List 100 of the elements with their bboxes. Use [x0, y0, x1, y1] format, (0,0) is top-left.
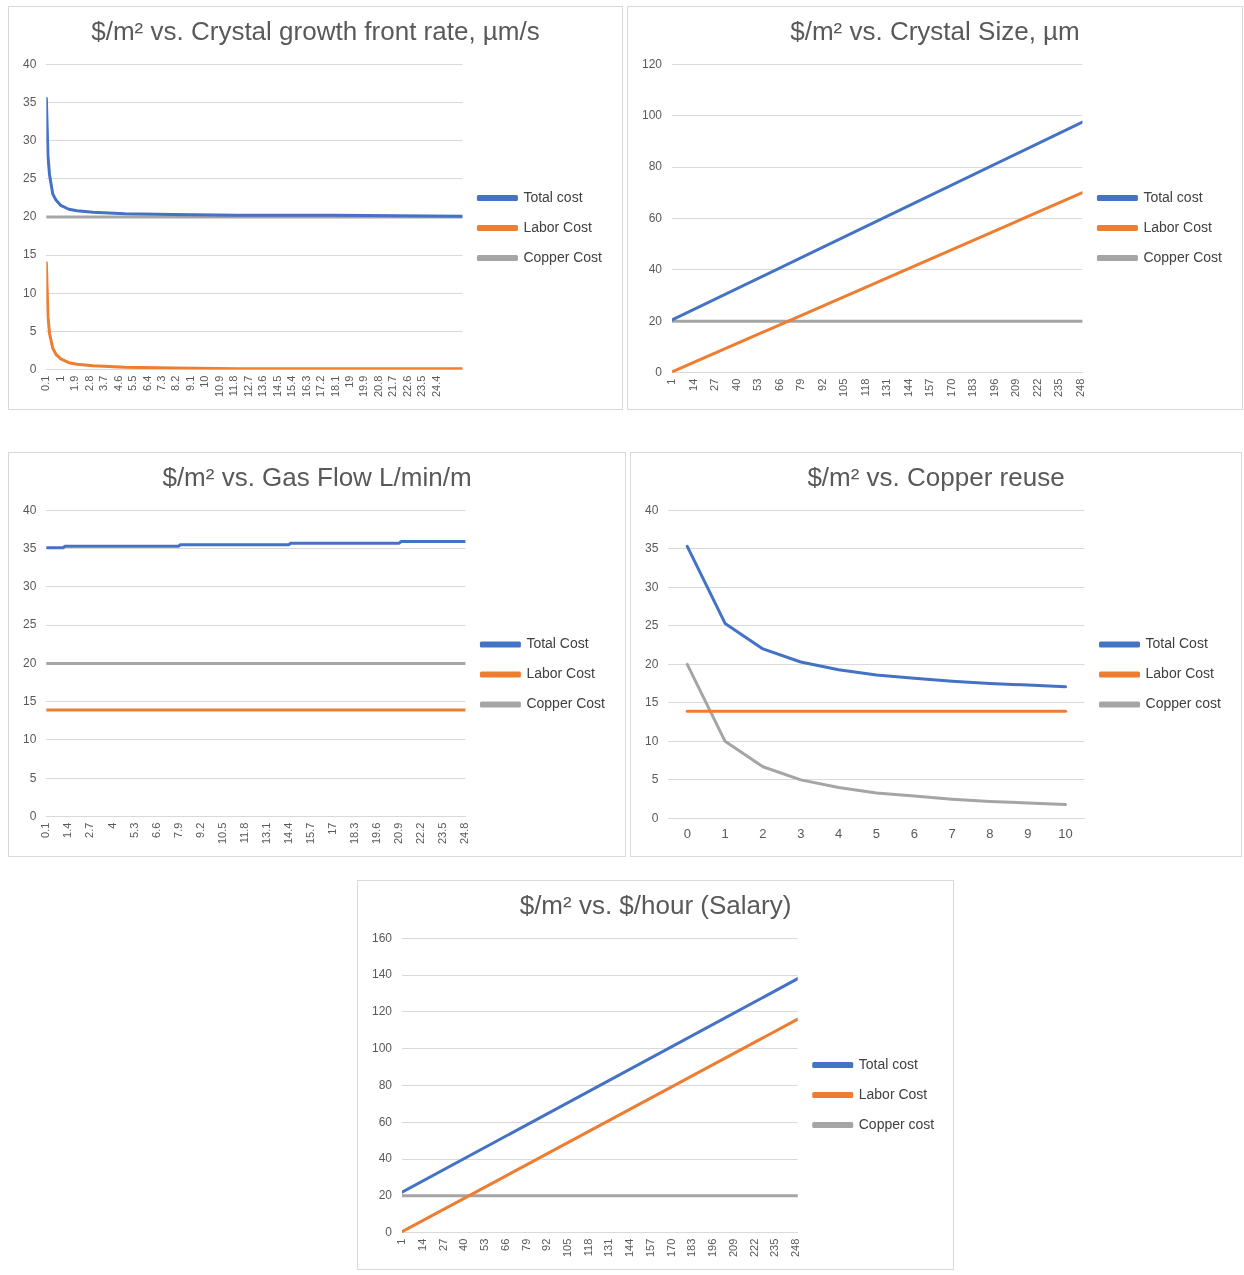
x-tick-label: 6.4	[140, 375, 153, 391]
y-tick-label: 15	[22, 694, 37, 709]
x-tick-label: 7.9	[171, 822, 184, 838]
x-tick-label: 10	[1058, 825, 1073, 841]
x-tick-label: 4	[105, 822, 118, 829]
chart-title: $/m² vs. Crystal Size, µm	[789, 15, 1081, 47]
x-tick-label: 7	[948, 825, 956, 841]
x-tick-label: 40	[457, 1238, 470, 1251]
x-tick-label: 183	[966, 378, 979, 398]
x-tick-label: 92	[815, 378, 828, 391]
x-tick-label: 8	[986, 825, 994, 841]
x-tick-label: 3	[797, 825, 805, 841]
x-tick-label: 11.8	[227, 375, 240, 397]
chart-title: $/m² vs. $/hour (Salary)	[518, 889, 793, 921]
x-tick-label: 18.3	[348, 822, 361, 845]
x-tick-label: 10.9	[212, 375, 225, 398]
legend-label: Labor Cost	[523, 218, 592, 235]
y-tick-label: 5	[29, 770, 37, 785]
x-tick-label: 92	[540, 1238, 553, 1251]
x-tick-label: 157	[643, 1238, 656, 1258]
x-tick-label: 7.3	[155, 375, 168, 391]
y-tick-label: 20	[648, 313, 663, 328]
x-tick-label: 79	[519, 1238, 532, 1251]
x-tick-label: 6.6	[149, 822, 162, 838]
y-tick-label: 60	[378, 1114, 393, 1129]
x-tick-label: 19	[342, 375, 355, 388]
x-tick-label: 183	[685, 1238, 698, 1258]
y-tick-label: 35	[644, 541, 659, 556]
x-tick-label: 209	[1009, 378, 1022, 398]
x-tick-label: 22.6	[400, 375, 413, 398]
y-tick-label: 80	[648, 159, 663, 174]
x-tick-label: 1	[721, 825, 729, 841]
y-tick-label: 30	[22, 579, 37, 594]
x-tick-label: 144	[623, 1238, 636, 1258]
x-tick-label: 53	[478, 1238, 491, 1251]
y-tick-label: 15	[644, 695, 659, 710]
y-tick-label: 5	[29, 323, 37, 338]
y-tick-label: 140	[371, 967, 393, 982]
y-tick-label: 0	[29, 808, 37, 823]
y-tick-label: 5	[651, 772, 659, 787]
x-tick-label: 105	[837, 378, 850, 398]
x-tick-label: 1.9	[68, 375, 81, 391]
x-tick-label: 2.7	[83, 822, 96, 838]
y-tick-label: 25	[22, 171, 37, 186]
y-tick-label: 30	[644, 579, 659, 594]
x-tick-label: 4	[834, 825, 843, 841]
x-tick-label: 248	[789, 1238, 802, 1258]
x-tick-label: 131	[880, 378, 893, 398]
y-tick-label: 35	[22, 94, 37, 109]
legend-label: Copper Cost	[1143, 248, 1223, 265]
legend-label: Total Cost	[526, 635, 589, 652]
x-tick-label: 1.4	[61, 822, 74, 838]
legend-label: Labor Cost	[526, 665, 595, 682]
x-tick-label: 1	[395, 1238, 408, 1245]
legend-label: Copper Cost	[523, 248, 603, 265]
x-tick-label: 0.1	[39, 822, 52, 838]
x-tick-label: 118	[581, 1238, 594, 1257]
x-tick-label: 14	[686, 378, 699, 391]
legend-label: Total Cost	[1145, 635, 1208, 652]
x-tick-label: 2.8	[82, 375, 95, 391]
y-tick-label: 100	[641, 107, 663, 122]
x-tick-label: 9.1	[183, 375, 196, 391]
legend-label: Copper cost	[858, 1115, 935, 1132]
x-tick-label: 27	[708, 378, 721, 391]
y-tick-label: 60	[648, 210, 663, 225]
y-tick-label: 0	[651, 810, 659, 825]
x-tick-label: 24.4	[429, 375, 442, 398]
x-tick-label: 13.1	[259, 822, 272, 845]
x-tick-label: 0.1	[39, 375, 52, 391]
y-tick-label: 80	[378, 1077, 393, 1092]
x-tick-label: 222	[1030, 378, 1043, 398]
y-tick-label: 30	[22, 132, 37, 147]
y-tick-label: 40	[22, 502, 37, 517]
x-tick-label: 8.2	[169, 375, 182, 391]
x-tick-label: 209	[726, 1238, 739, 1258]
x-tick-label: 14.5	[270, 375, 283, 398]
x-tick-label: 22.2	[414, 822, 427, 845]
x-tick-label: 3.7	[97, 375, 110, 391]
x-tick-label: 5	[872, 825, 881, 841]
x-tick-label: 196	[987, 378, 1000, 398]
x-tick-label: 235	[768, 1238, 781, 1258]
x-tick-label: 105	[561, 1238, 573, 1258]
x-tick-label: 4.6	[111, 375, 124, 391]
y-tick-label: 120	[641, 56, 663, 71]
x-tick-label: 5.5	[126, 375, 139, 391]
x-tick-label: 14	[415, 1238, 428, 1251]
x-tick-label: 235	[1052, 378, 1065, 398]
x-tick-label: 1	[665, 378, 678, 385]
y-tick-label: 20	[22, 209, 37, 224]
x-tick-label: 10.5	[215, 822, 228, 845]
x-tick-label: 170	[944, 378, 957, 398]
y-tick-label: 10	[644, 733, 659, 748]
x-tick-label: 79	[794, 378, 807, 391]
x-tick-label: 23.5	[415, 375, 428, 398]
y-tick-label: 40	[648, 262, 663, 277]
x-tick-label: 131	[602, 1238, 615, 1258]
x-tick-label: 5.3	[127, 822, 140, 838]
x-tick-label: 9.2	[193, 822, 206, 838]
x-tick-label: 1	[53, 375, 66, 382]
chart-title: $/m² vs. Copper reuse	[806, 461, 1066, 493]
